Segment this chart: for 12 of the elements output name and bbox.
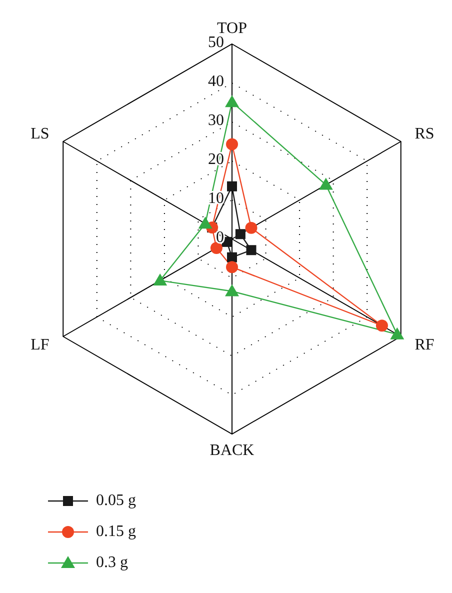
legend-label: 0.15 g [96,522,136,540]
y-tick-label: 30 [208,112,224,129]
y-tick-label: 40 [208,73,224,90]
legend-label: 0.3 g [96,554,128,572]
spoke-label: RS [414,126,434,142]
y-tick-label: 50 [208,34,224,51]
spoke-label: RF [414,336,434,354]
legend-label: 0.05 g [96,492,136,510]
spoke-label: LS [30,126,50,142]
spoke-label: LF [30,336,50,354]
spoke-label: BACK [210,442,255,459]
spoke-label: TOP [217,20,248,37]
